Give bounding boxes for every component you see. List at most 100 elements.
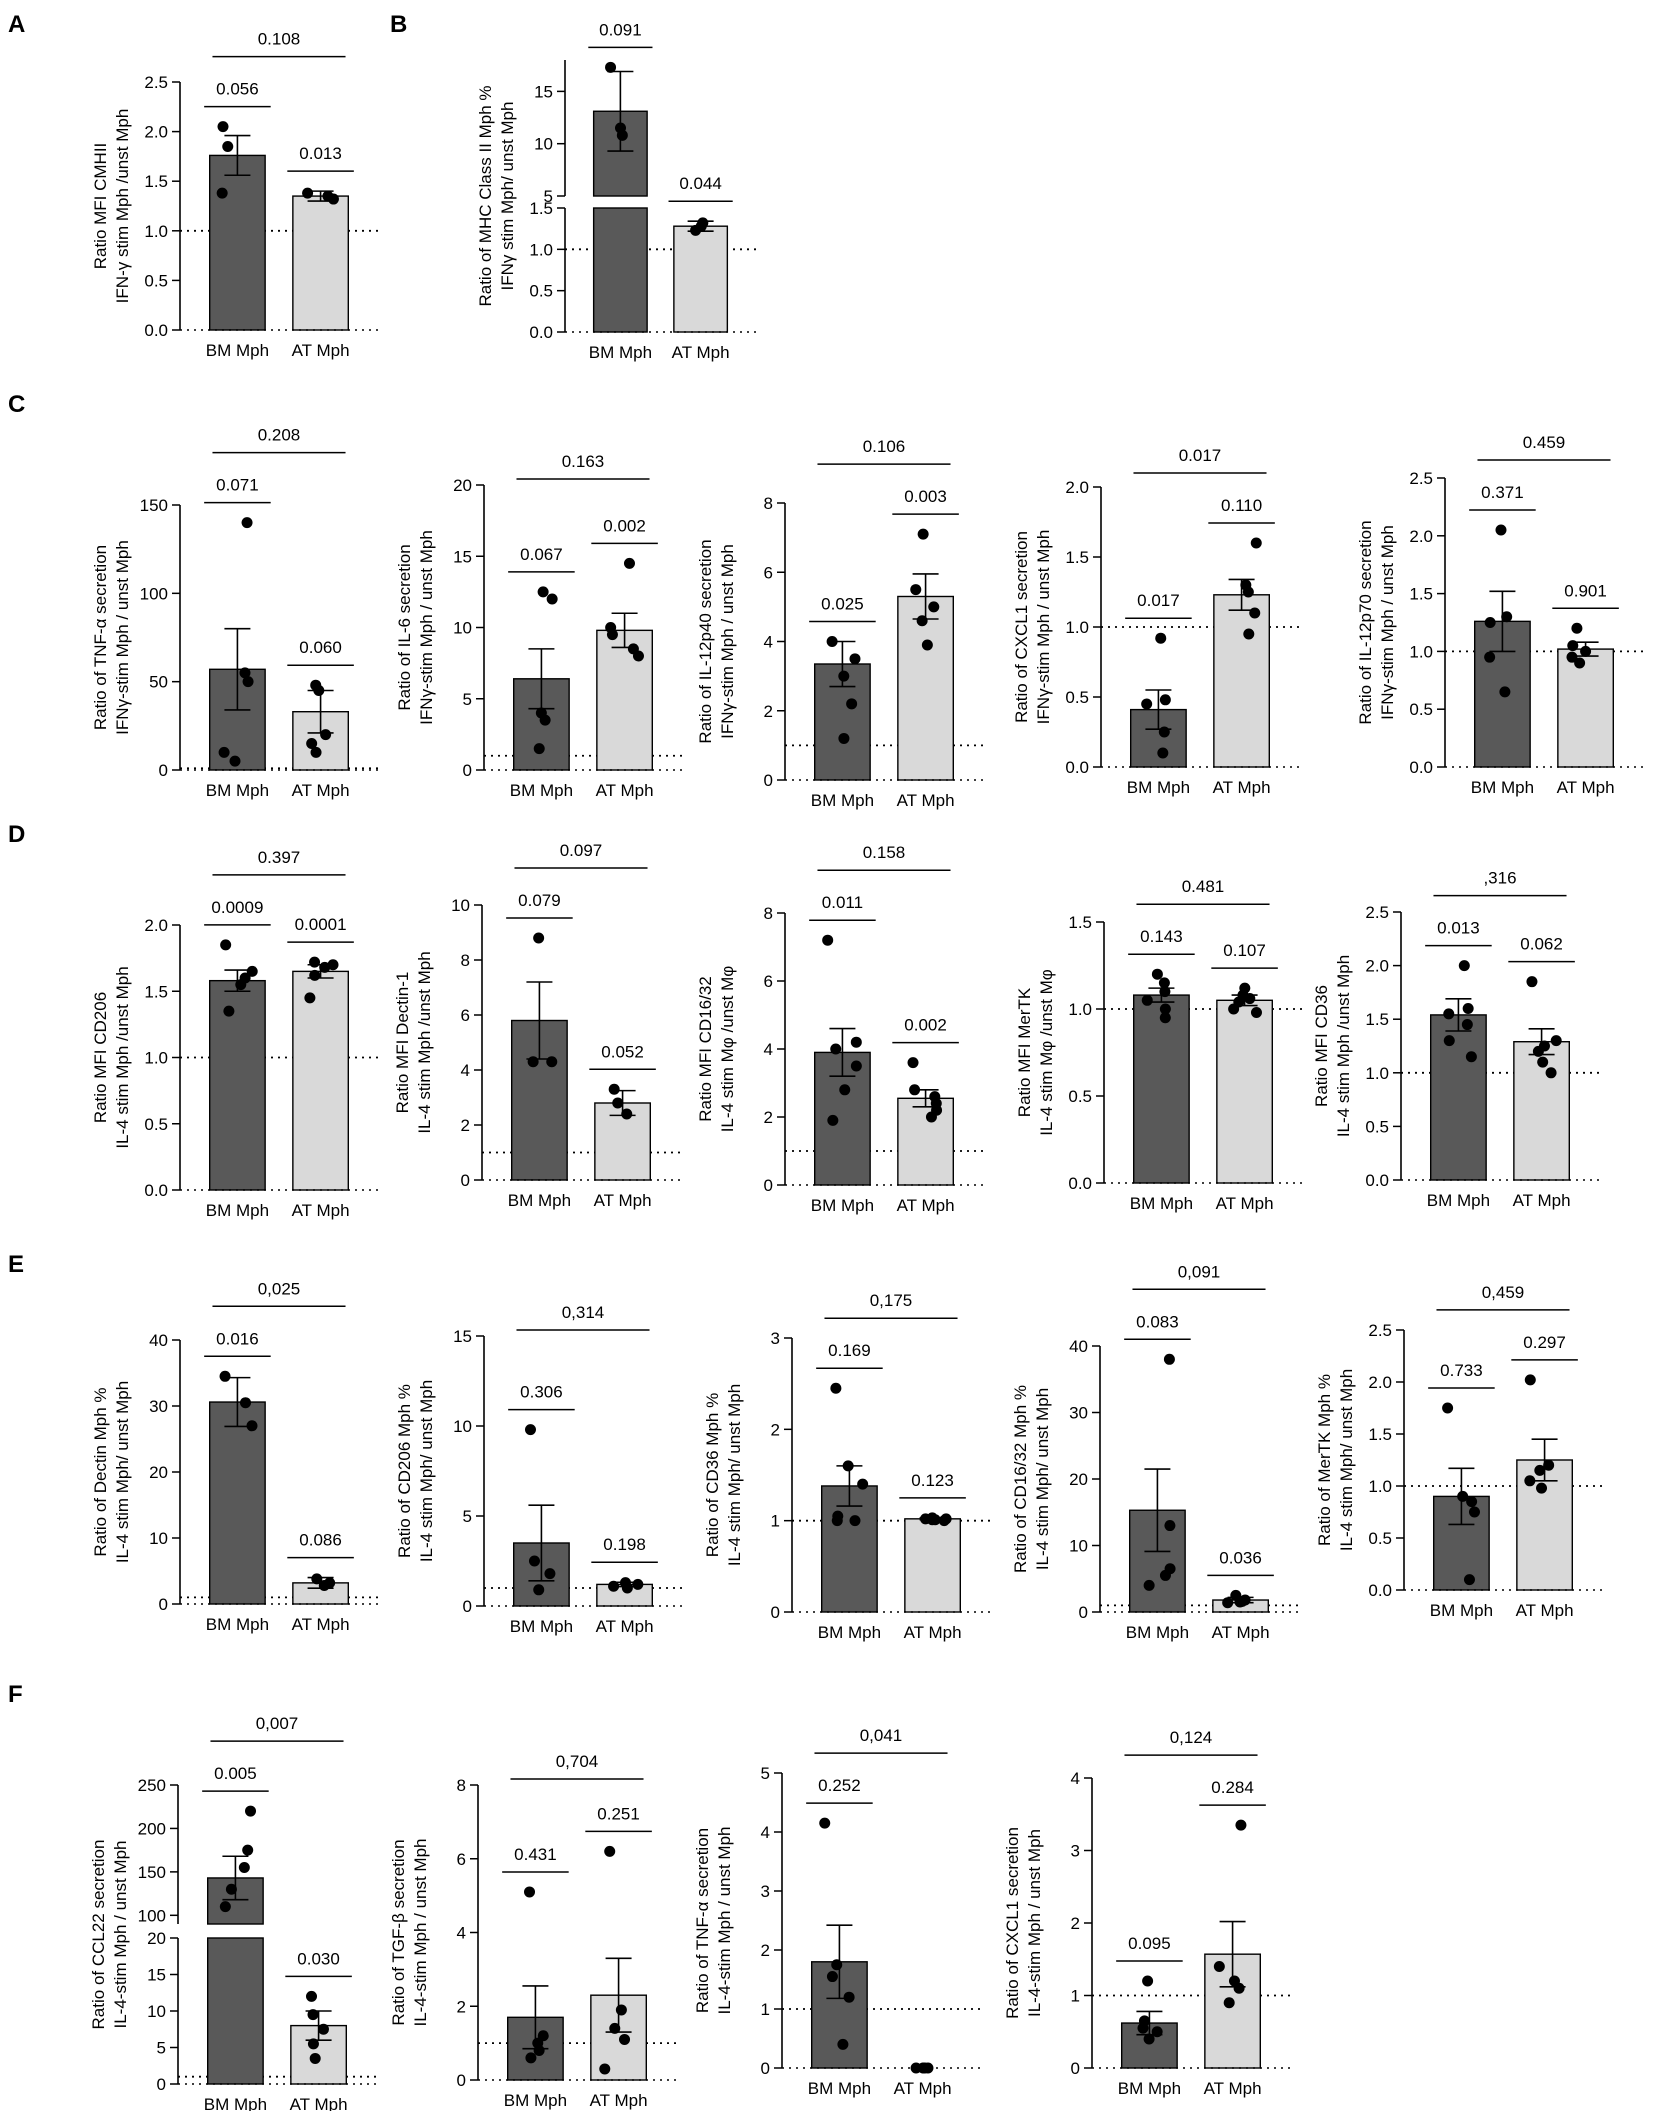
- p-value-label: 0.397: [258, 848, 301, 867]
- y-tick-label: 8: [457, 1776, 466, 1795]
- data-point: [310, 679, 322, 691]
- data-point: [615, 2004, 627, 2016]
- data-point: [619, 2033, 631, 2045]
- data-point: [242, 1844, 254, 1856]
- p-value-label: 0.030: [297, 1949, 340, 1968]
- p-value-label: 0.002: [904, 1016, 947, 1035]
- data-point: [1141, 994, 1153, 1006]
- y-axis-title: IL-4 stim Mph/ unst Mph: [1337, 1369, 1356, 1551]
- data-point: [319, 961, 331, 973]
- p-value-label: 0.002: [603, 516, 646, 535]
- y-tick-label-lower: 10: [147, 2002, 166, 2021]
- y-axis-title: IL-4 stim Mφ /unst Mφ: [718, 966, 737, 1133]
- data-point: [533, 932, 545, 944]
- p-value-label: 0.297: [1523, 1333, 1566, 1352]
- y-tick-label: 20: [149, 1463, 168, 1482]
- data-point: [1158, 726, 1170, 738]
- y-tick-label: 2: [764, 1108, 773, 1127]
- p-value-label: 0.017: [1179, 446, 1222, 465]
- x-tick-label: AT Mph: [292, 781, 350, 800]
- y-tick-label: 1.5: [1065, 548, 1089, 567]
- y-axis-title: Ratio of CXCL1 secretion: [1003, 1827, 1022, 2019]
- y-tick-label: 0.0: [1365, 1171, 1389, 1190]
- data-point: [544, 1568, 556, 1580]
- p-value-label: 0.0001: [295, 915, 347, 934]
- data-point: [1442, 1402, 1454, 1414]
- data-point: [304, 992, 316, 1004]
- y-tick-label: 1.0: [144, 1049, 168, 1068]
- x-tick-label: AT Mph: [1216, 1194, 1274, 1213]
- data-point: [1465, 1051, 1477, 1063]
- y-tick-label: 5: [463, 1507, 472, 1526]
- data-point: [1501, 611, 1513, 623]
- data-point: [605, 61, 617, 73]
- chart-12-panel-d: 0.0 0.5 1.0 1.5 2.0 2.5 Ratio MFI CD36 IL-4 sti…: [1312, 869, 1599, 1210]
- data-point: [1157, 747, 1169, 759]
- y-tick-label-upper: 150: [138, 1863, 166, 1882]
- y-tick-label: 0.5: [1365, 1117, 1389, 1136]
- y-tick-label: 0: [463, 761, 472, 780]
- x-tick-label: BM Mph: [1126, 1623, 1189, 1642]
- data-point: [218, 746, 230, 758]
- data-point: [533, 743, 545, 755]
- data-point: [306, 738, 318, 749]
- p-value-label: 0.163: [562, 452, 605, 471]
- data-point: [320, 729, 332, 741]
- y-tick-label: 20: [453, 476, 472, 495]
- x-tick-label: BM Mph: [510, 781, 573, 800]
- y-tick-label: 8: [764, 904, 773, 923]
- data-point: [1243, 628, 1255, 640]
- x-tick-label: AT Mph: [904, 1623, 962, 1642]
- y-tick-label: 2: [461, 1116, 470, 1135]
- y-tick-label: 2.5: [1409, 469, 1433, 488]
- x-tick-label: BM Mph: [808, 2079, 871, 2098]
- data-point: [1223, 1997, 1235, 2009]
- bar-bm: [208, 1401, 266, 1605]
- data-point: [826, 1971, 838, 1983]
- y-axis-title: Ratio of TGF-β secretion: [389, 1839, 408, 2025]
- y-tick-label: 40: [1069, 1337, 1088, 1356]
- chart-2-panel-b: 0.0 0.5 1.0 1.55 10 15 Ratio of MHC Class II M…: [476, 20, 756, 362]
- data-point: [1534, 1464, 1546, 1476]
- data-point: [849, 653, 861, 665]
- y-axis-title: IFN-γ stim Mph /unst Mph: [113, 109, 132, 304]
- p-value-label: 0.056: [216, 80, 259, 99]
- y-tick-label-lower: 15: [147, 1966, 166, 1985]
- data-point: [830, 1382, 842, 1394]
- bar-at: [904, 1518, 961, 1613]
- data-point: [1143, 1579, 1155, 1591]
- data-point: [1468, 1506, 1480, 1518]
- y-tick-label: 15: [453, 547, 472, 566]
- y-tick-label: 30: [149, 1397, 168, 1416]
- data-point: [546, 593, 558, 605]
- x-tick-label: BM Mph: [811, 791, 874, 810]
- data-point: [222, 140, 234, 152]
- y-tick-label-lower: 1.5: [529, 199, 553, 218]
- y-tick-label: 1.5: [1409, 585, 1433, 604]
- y-tick-label-upper: 5: [544, 187, 553, 206]
- data-point: [1222, 1597, 1234, 1609]
- x-tick-label: BM Mph: [818, 1623, 881, 1642]
- data-point: [1228, 1003, 1240, 1015]
- data-point: [307, 2009, 319, 2021]
- data-point: [524, 1424, 536, 1436]
- p-value-label: 0.106: [863, 437, 906, 456]
- y-tick-label: 0: [771, 1603, 780, 1622]
- y-tick-label: 15: [453, 1327, 472, 1346]
- bar-at: [292, 195, 349, 331]
- y-tick-label: 2.5: [1365, 903, 1389, 922]
- chart-9-panel-d: 0 2 4 6 8 10 Ratio MFI Dectin-1 IL-4 stim Mph /…: [393, 841, 680, 1210]
- p-value-label: 0,007: [256, 1714, 299, 1733]
- y-axis-title: Ratio of IL-12p70 secretion: [1356, 520, 1375, 724]
- p-value-label: 0.158: [863, 843, 906, 862]
- y-axis-title: IL-4-stim Mph / unst Mph: [715, 1826, 734, 2014]
- data-point: [910, 584, 922, 596]
- y-axis-title: Ratio MFI CMHII: [91, 143, 110, 270]
- y-tick-label: 0.0: [1409, 758, 1433, 777]
- data-point: [612, 1097, 624, 1109]
- y-tick-label: 3: [1071, 1842, 1080, 1861]
- y-tick-label: 30: [1069, 1404, 1088, 1423]
- data-point: [309, 2052, 321, 2064]
- chart-3-panel-c: 0 50 100 150 Ratio of TNF-α secretion IFNγ-st…: [91, 426, 378, 800]
- panel-label-e: E: [8, 1251, 24, 1278]
